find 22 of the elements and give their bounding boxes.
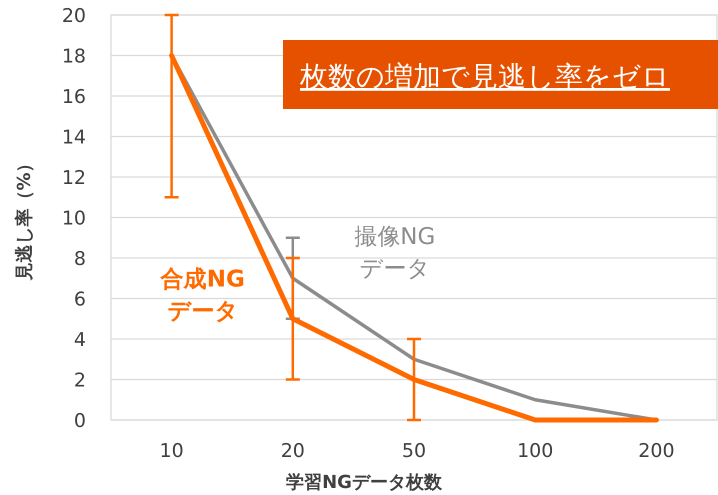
y-tick-label: 2 [74,370,86,392]
x-tick-label: 10 [160,440,184,462]
x-tick-label: 200 [638,440,675,462]
x-axis-title: 学習NGデータ枚数 [286,472,443,493]
y-tick-label: 16 [62,86,86,108]
series-label: 合成NG データ [160,266,245,324]
y-tick-label: 12 [62,167,86,189]
y-axis-title: 見逃し率（%） [14,154,35,282]
y-tick-label: 8 [74,248,86,270]
annotation-box: 枚数の増加で見逃し率をゼロ [283,40,718,109]
x-tick-label: 100 [517,440,554,462]
y-tick-label: 20 [62,5,86,27]
y-tick-label: 18 [62,46,86,68]
y-tick-label: 14 [62,126,86,148]
y-tick-label: 10 [62,208,86,230]
y-tick-label: 0 [74,410,86,432]
y-tick-label: 6 [74,288,86,310]
y-tick-label: 4 [74,329,86,351]
annotation: 枚数の増加で見逃し率をゼロ [299,60,670,93]
x-tick-label: 50 [402,440,426,462]
x-tick-label: 20 [280,440,305,462]
series-label: 撮像NG データ [354,224,436,282]
